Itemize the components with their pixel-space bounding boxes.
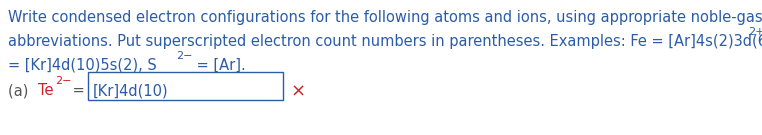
Text: = [Kr]4d(10)5s(2), S: = [Kr]4d(10)5s(2), S bbox=[8, 58, 157, 73]
Text: [Kr]4d(10): [Kr]4d(10) bbox=[93, 83, 168, 98]
Text: Write condensed electron configurations for the following atoms and ions, using : Write condensed electron configurations … bbox=[8, 10, 762, 25]
Text: 2−: 2− bbox=[55, 76, 72, 86]
Text: 2−: 2− bbox=[176, 51, 193, 61]
Text: ×: × bbox=[291, 83, 306, 101]
Text: 2+: 2+ bbox=[748, 27, 762, 37]
Text: abbreviations. Put superscripted electron count numbers in parentheses. Examples: abbreviations. Put superscripted electro… bbox=[8, 34, 762, 49]
Text: (a): (a) bbox=[8, 83, 33, 98]
Text: Te: Te bbox=[38, 83, 53, 98]
Text: = [Ar].: = [Ar]. bbox=[192, 58, 246, 73]
Text: =: = bbox=[68, 83, 89, 98]
FancyBboxPatch shape bbox=[88, 72, 283, 100]
